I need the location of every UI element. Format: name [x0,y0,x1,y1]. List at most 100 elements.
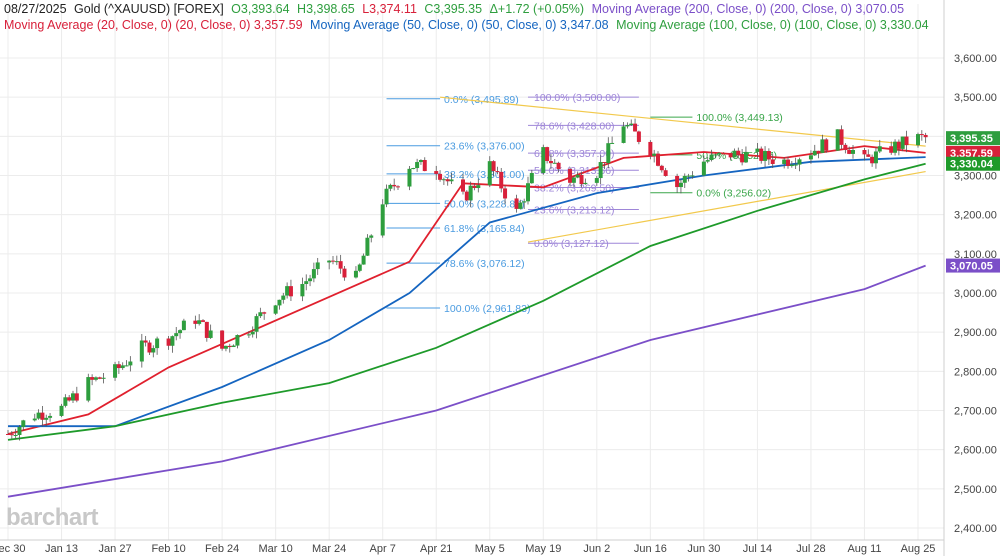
candle-down [331,260,335,262]
quote-close: C3,395.35 [424,2,483,16]
candle-up [835,129,840,151]
trendlines [439,96,926,243]
candle-up [281,295,286,300]
fib-level-label: 78.6% (3,076.12) [444,258,525,270]
candle-down [736,150,741,155]
x-tick-label: Apr 7 [370,543,396,555]
candle-up [48,415,53,418]
candle-up [151,348,156,353]
legend-ma100[interactable]: Moving Average (100, Close, 0) (100, Clo… [616,18,929,32]
candle-down [633,123,638,132]
candle-up [571,177,576,183]
candle-up [411,168,416,170]
candle-up [782,159,787,164]
candle-up [690,175,695,177]
candle-down [445,179,450,182]
fib-level-label: 100.0% (3,449.13) [696,112,782,124]
candle-up [357,264,362,271]
candle-down [503,188,508,199]
candle-down [904,136,909,146]
legend-ma50[interactable]: Moving Average (50, Close, 0) (50, Close… [310,18,609,32]
candle-down [90,377,95,380]
candle-down [770,159,775,164]
candle-up [124,365,129,367]
candle-up [155,338,160,349]
candle-up [361,255,366,265]
candle-up [487,161,492,186]
candle-up [113,364,118,378]
candle-down [166,338,171,346]
candle-up [682,175,687,183]
last-value-text: 3,395.35 [950,133,993,145]
candle-down [843,144,848,151]
candle-down [227,345,232,348]
fib-level-label: 61.8% (3,357.00) [534,148,615,160]
candle-down [636,131,641,142]
candle-down [766,151,771,160]
candle-up [415,162,420,169]
candle-up [877,146,882,152]
candle-up [900,136,905,149]
candle-down [464,191,469,201]
candle-down [396,186,400,188]
legend-ma200[interactable]: Moving Average (200, Close, 0) (200, Clo… [591,2,905,16]
candle-up [418,159,423,163]
candle-down [220,330,225,349]
candle-up [625,125,630,127]
candle-up [36,412,41,419]
candle-down [143,340,148,343]
x-tick-label: Jul 28 [796,543,825,555]
ma-line-ma100 [7,162,926,441]
grid-lines [0,4,944,540]
candle-down [116,364,121,369]
candle-down [514,198,519,209]
candle-down [495,171,500,173]
candle-down [786,159,790,167]
x-tick-label: Feb 24 [205,543,239,555]
candle-up [705,160,710,162]
ma-line-ma50 [8,156,926,428]
price-axis: 2,400.00 2,500.00 2,600.00 2,700.00 2,800.00… [943,0,997,556]
x-tick-label: Mar 10 [259,543,293,555]
y-tick-label: 3,100.00 [954,249,997,261]
candle-down [147,342,152,353]
candle-up [327,260,332,263]
fib-level-label: 0.0% (3,256.02) [696,188,771,200]
candle-up [71,393,75,401]
candle-up [709,154,714,161]
candle-down [438,173,443,180]
candle-down [896,141,901,149]
candle-up [873,151,878,164]
ma-legend: Moving Average (20, Close, 0) (20, Close… [4,18,933,32]
candle-up [101,377,106,379]
candle-up [235,335,240,346]
candle-down [201,320,205,322]
ma-line-ma200 [7,264,926,498]
candle-up [174,333,179,337]
fib-level-label: 23.6% (3,376.00) [444,141,525,153]
candle-down [288,286,293,297]
candle-down [204,321,209,338]
x-tick-label: Dec 30 [0,543,25,555]
candle-down [548,160,553,164]
candle-up [575,174,580,178]
legend-ma20[interactable]: Moving Average (20, Close, 0) (20, Close… [4,18,303,32]
candle-down [870,156,875,164]
candle-up [732,150,737,158]
quote-change: Δ+1.72 (+0.05%) [489,2,585,16]
candle-up [311,269,316,279]
x-tick-label: Mar 24 [312,543,346,555]
candle-down [923,134,928,138]
candle-down [919,134,924,136]
candle-up [916,134,920,146]
candle-down [816,150,821,153]
candle-down [434,171,439,174]
barchart-logo: barchart [6,504,99,531]
x-tick-label: Aug 11 [847,543,881,555]
y-tick-label: 3,300.00 [954,171,997,183]
candle-up [701,161,706,176]
candle-down [728,152,733,158]
candle-up [300,284,305,297]
candle-down [648,141,653,156]
